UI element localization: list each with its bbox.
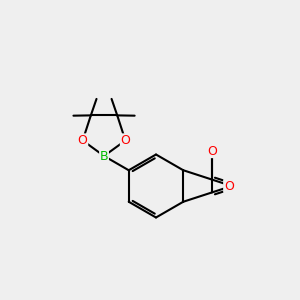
Text: B: B	[100, 149, 108, 163]
Text: O: O	[121, 134, 130, 147]
Text: O: O	[78, 134, 88, 147]
Text: O: O	[224, 180, 234, 194]
Text: O: O	[207, 145, 217, 158]
Text: O: O	[224, 178, 234, 192]
